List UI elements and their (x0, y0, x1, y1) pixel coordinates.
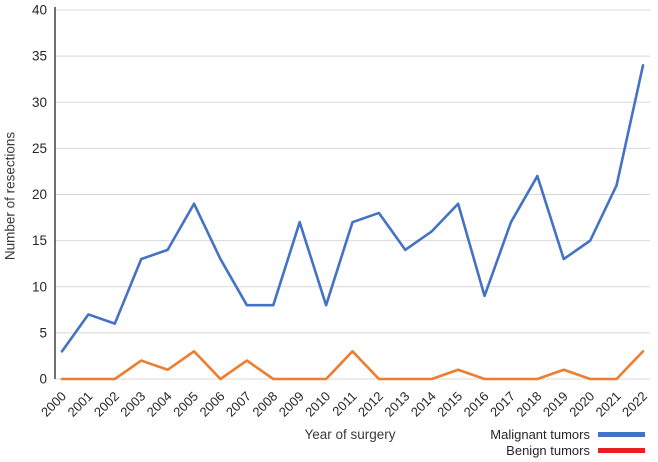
series-line-malignant-tumors (60, 64, 645, 353)
y-tick-label: 35 (32, 49, 47, 64)
x-tick-label: 2002 (91, 389, 122, 420)
x-tick-label: 2020 (566, 389, 597, 420)
legend-item-malignant: Malignant tumors (490, 427, 645, 442)
x-tick-label: 2018 (513, 389, 544, 420)
x-tick-label: 2010 (302, 389, 333, 420)
y-tick-label: 15 (32, 233, 47, 248)
x-tick-label: 2005 (170, 389, 201, 420)
y-tick-label: 5 (39, 325, 47, 340)
legend: Malignant tumors Benign tumors (490, 427, 645, 458)
malignant-line-swatch-icon (598, 432, 645, 437)
x-tick-label: 2013 (381, 389, 412, 420)
y-tick-label: 20 (32, 187, 47, 202)
x-tick-label: 2022 (619, 389, 650, 420)
y-tick-label: 10 (32, 279, 47, 294)
x-tick-label: 2016 (461, 389, 492, 420)
x-tick-label: 2014 (408, 389, 439, 420)
x-tick-label: 2019 (540, 389, 571, 420)
x-tick-label: 2001 (64, 389, 95, 420)
series-line-benign-tumors (60, 350, 645, 381)
x-tick-label: 2004 (144, 389, 175, 420)
x-tick-label: 2011 (329, 389, 359, 419)
x-tick-label: 2000 (38, 389, 69, 420)
legend-label-benign: Benign tumors (506, 443, 590, 458)
x-tick-label: 2009 (276, 389, 307, 420)
y-axis-title: Number of resections (2, 131, 18, 261)
x-tick-label: 2003 (117, 389, 148, 420)
y-tick-label: 0 (39, 372, 47, 387)
x-tick-label: 2015 (434, 389, 465, 420)
benign-line-swatch-icon (598, 448, 645, 453)
x-axis-title: Year of surgery (304, 427, 396, 442)
legend-item-benign: Benign tumors (506, 443, 645, 458)
y-tick-label: 40 (32, 3, 47, 18)
x-tick-label: 2017 (487, 389, 518, 420)
x-tick-label: 2021 (593, 389, 624, 420)
y-tick-label: 30 (32, 95, 47, 110)
x-tick-label: 2006 (197, 389, 228, 420)
y-tick-label: 25 (32, 141, 47, 156)
x-tick-label: 2008 (249, 389, 280, 420)
x-tick-label: 2007 (223, 389, 254, 420)
x-tick-label: 2012 (355, 389, 386, 420)
legend-label-malignant: Malignant tumors (490, 427, 590, 442)
